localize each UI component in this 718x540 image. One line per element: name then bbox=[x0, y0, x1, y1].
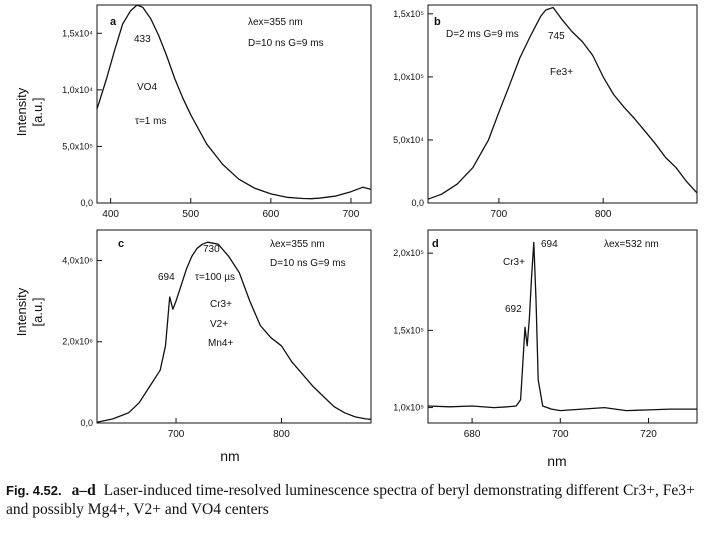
panel-d: 680 700 720 1,0x10⁵ 1,5x10⁵ 2,0x10⁵ bbox=[393, 229, 698, 440]
panel-a-tau-label: τ=1 ms bbox=[135, 116, 166, 127]
panel-c-params-line1: λex=355 nm bbox=[270, 239, 325, 250]
y-tick-label: 2,0x10⁶ bbox=[62, 337, 93, 347]
panel-frame bbox=[427, 229, 698, 424]
panel-a-params-line1: λex=355 nm bbox=[248, 17, 303, 28]
panel-d-side-peak-label: 692 bbox=[505, 304, 522, 315]
y-axis-title-top-line1: Intensity bbox=[14, 87, 29, 136]
y-tick-label: 1,0x10⁴ bbox=[62, 85, 93, 95]
figure-caption: Fig. 4.52. a–d Laser-induced time-resolve… bbox=[6, 481, 712, 519]
panel-c-center1-label: Cr3+ bbox=[210, 299, 232, 310]
x-tick-label: 700 bbox=[491, 209, 508, 220]
y-tick-label: 5,0x10⁴ bbox=[393, 135, 424, 145]
panel-c-main-peak-label: 730 bbox=[203, 244, 220, 255]
y-tick-label: 1,5x10⁵ bbox=[393, 325, 424, 335]
panel-a-peak-label: 433 bbox=[134, 34, 151, 45]
y-tick-label: 1,0x10⁵ bbox=[393, 72, 424, 82]
panel-a-center-label: VO4 bbox=[137, 82, 157, 93]
y-axis-title-top-line2: [a.u.] bbox=[30, 98, 45, 127]
panel-letter-a: a bbox=[110, 16, 117, 28]
panel-b-peak-label: 745 bbox=[548, 31, 565, 42]
panel-c-side-peak-label: 694 bbox=[158, 272, 175, 283]
x-axis-title-right: nm bbox=[547, 453, 566, 469]
panel-frame bbox=[96, 4, 372, 204]
x-tick-label: 400 bbox=[102, 209, 119, 220]
panel-c: 700 800 0,0 2,0x10⁶ 4,0x10⁶ bbox=[62, 229, 372, 440]
panel-c-params-line2: D=10 ns G=9 ms bbox=[270, 258, 346, 269]
x-tick-label: 700 bbox=[343, 209, 360, 220]
panel-b-center-label: Fe3+ bbox=[550, 67, 573, 78]
panel-d-params: λex=532 nm bbox=[604, 239, 659, 250]
y-axis-title-bottom-line1: Intensity bbox=[14, 287, 29, 336]
caption-text: Laser-induced time-resolved luminescence… bbox=[6, 482, 695, 518]
x-tick-label: 720 bbox=[640, 429, 657, 440]
y-tick-label: 5,0x10⁵ bbox=[62, 141, 93, 151]
panel-b: 700 800 0,0 5,0x10⁴ 1,0x10⁵ 1,5x10⁵ bbox=[393, 4, 698, 220]
x-tick-label: 680 bbox=[464, 429, 481, 440]
panel-letter-d: d bbox=[432, 238, 439, 250]
y-tick-label: 0,0 bbox=[80, 198, 93, 208]
y-tick-label: 1,5x10⁵ bbox=[393, 9, 424, 19]
panel-b-params: D=2 ms G=9 ms bbox=[446, 29, 519, 40]
panel-d-main-peak-label: 694 bbox=[541, 239, 558, 250]
panel-letter-c: c bbox=[118, 238, 124, 250]
panel-a: 400 500 600 700 0,0 5,0x10⁵ 1,0x10⁴ 1,5x10⁴ bbox=[62, 4, 372, 220]
panel-c-tau-label: τ=100 µs bbox=[195, 272, 235, 283]
panel-c-center3-label: Mn4+ bbox=[208, 338, 233, 349]
y-tick-label: 1,0x10⁵ bbox=[393, 403, 424, 413]
x-tick-label: 500 bbox=[182, 209, 199, 220]
x-tick-label: 600 bbox=[263, 209, 280, 220]
panel-d-center-label: Cr3+ bbox=[503, 257, 525, 268]
y-axis-title-bottom-line2: [a.u.] bbox=[30, 298, 45, 327]
panel-frame bbox=[427, 4, 698, 204]
spectrum-line bbox=[96, 241, 372, 423]
panel-c-center2-label: V2+ bbox=[210, 319, 228, 330]
y-tick-label: 1,5x10⁴ bbox=[62, 28, 93, 38]
panel-frame bbox=[96, 229, 372, 424]
y-tick-label: 4,0x10⁶ bbox=[62, 255, 93, 265]
spectrum-line bbox=[96, 4, 372, 200]
panel-letter-b: b bbox=[434, 16, 441, 28]
y-tick-label: 0,0 bbox=[80, 418, 93, 428]
y-tick-label: 0,0 bbox=[411, 198, 424, 208]
x-tick-label: 800 bbox=[595, 209, 612, 220]
spectrum-line bbox=[427, 6, 698, 200]
x-tick-label: 700 bbox=[168, 429, 185, 440]
caption-bold-part: a–d bbox=[71, 482, 96, 499]
x-tick-label: 800 bbox=[273, 429, 290, 440]
spectrum-line bbox=[427, 241, 697, 412]
x-tick-label: 700 bbox=[552, 429, 569, 440]
y-tick-label: 2,0x10⁵ bbox=[393, 248, 424, 258]
caption-label: Fig. 4.52. bbox=[6, 483, 62, 498]
panel-a-params-line2: D=10 ns G=9 ms bbox=[248, 38, 324, 49]
x-axis-title-left: nm bbox=[220, 448, 239, 464]
